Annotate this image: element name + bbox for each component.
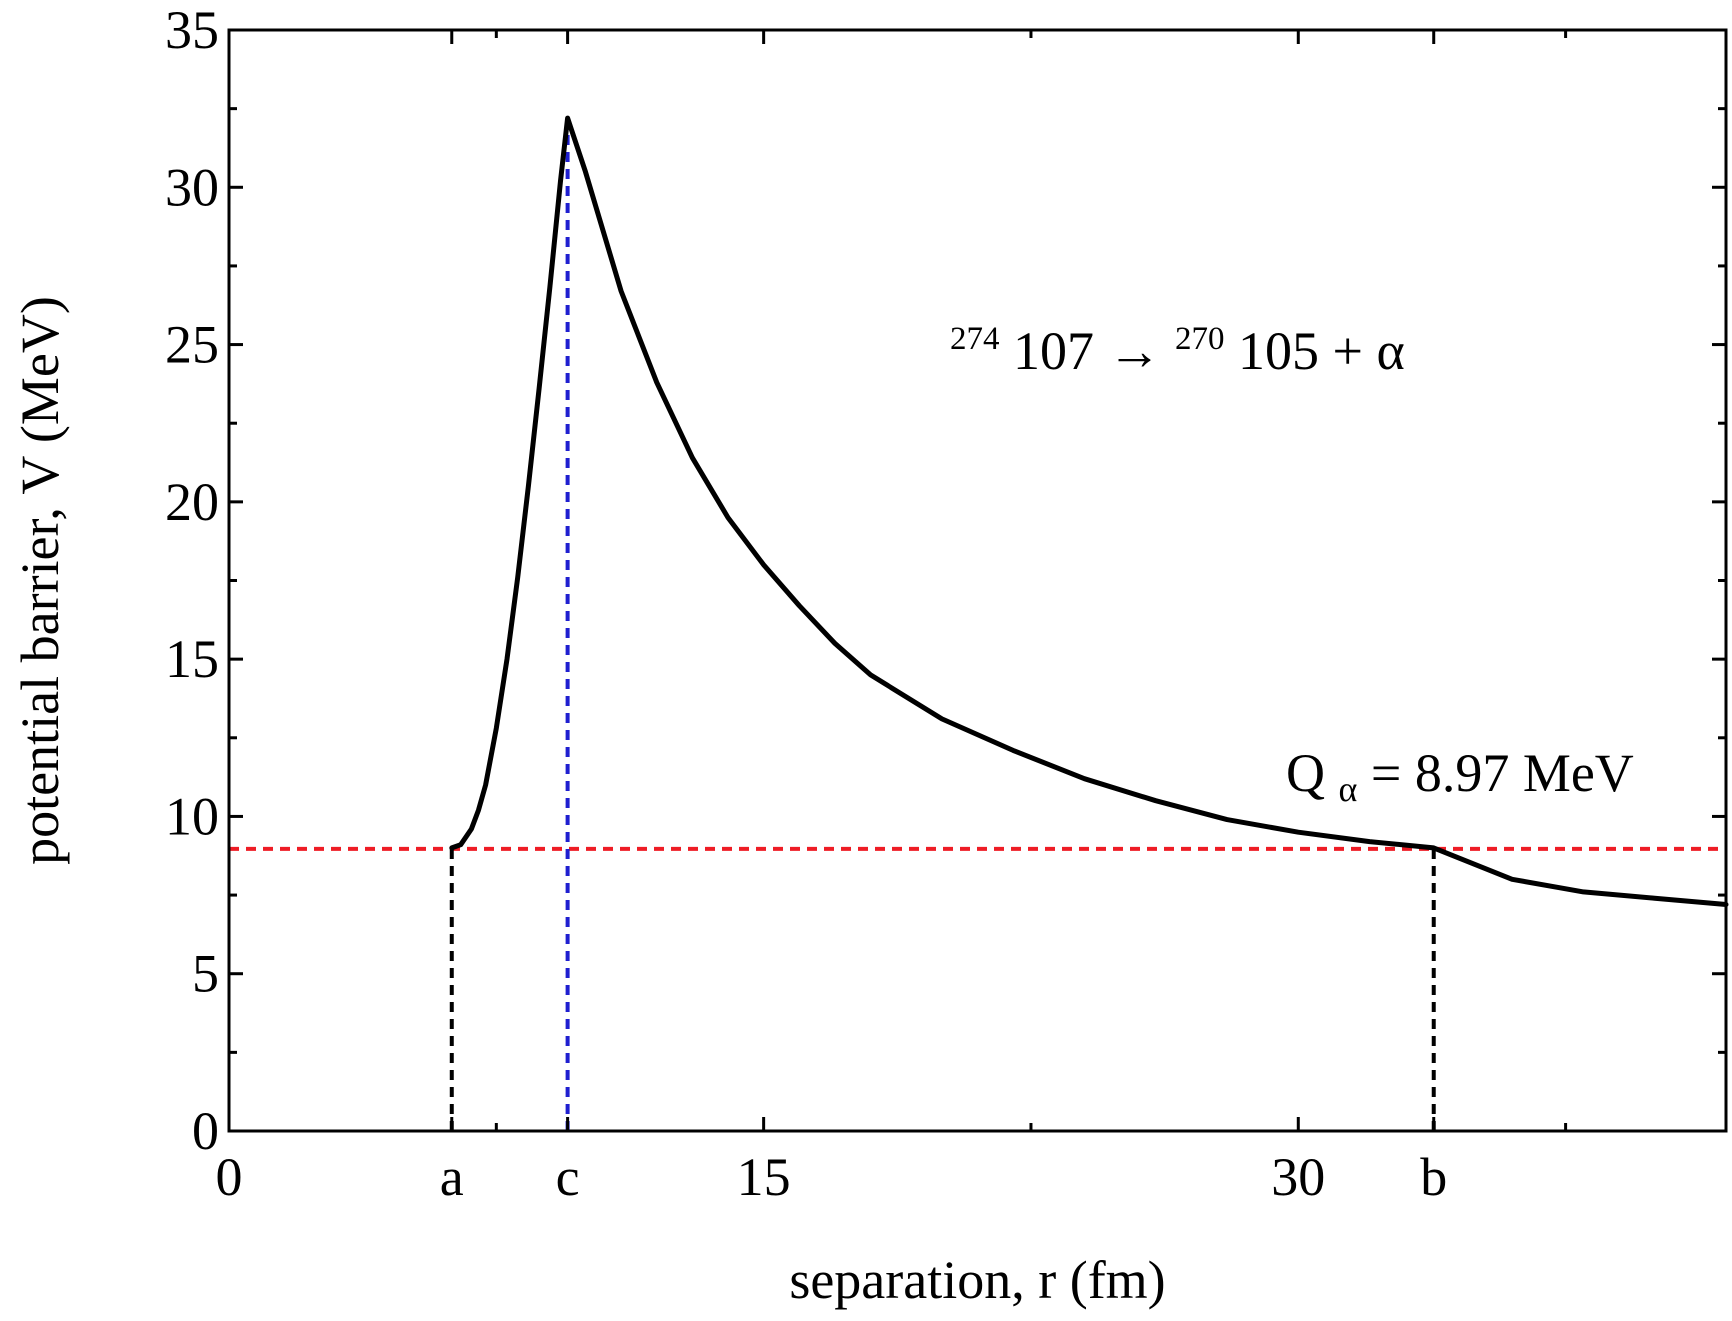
q-symbol: Q xyxy=(1286,743,1325,803)
y-tick-label: 30 xyxy=(165,157,219,217)
q-value-annotation: Q α = 8.97 MeV xyxy=(1286,743,1634,813)
reaction-arrow: → xyxy=(1108,321,1176,381)
q-value-text: = 8.97 MeV xyxy=(1371,743,1634,803)
daughter-mass-number: 270 xyxy=(1175,321,1225,357)
reference-lines xyxy=(229,118,1726,1131)
series-layer xyxy=(449,115,1729,907)
x-tick-label: 15 xyxy=(737,1147,791,1207)
y-tick-label: 15 xyxy=(165,629,219,689)
x-tick-label: 30 xyxy=(1271,1147,1325,1207)
x-axis-ticks: 0 a c 15 30 b xyxy=(216,30,1568,1207)
daughter-atomic-number: 105 xyxy=(1238,321,1319,381)
parent-atomic-number: 107 xyxy=(1013,321,1094,381)
x-tick-label: 0 xyxy=(216,1147,243,1207)
x-tick-label: a xyxy=(440,1147,464,1207)
emitted-particle: + α xyxy=(1333,321,1405,381)
y-tick-label: 35 xyxy=(165,0,219,60)
reaction-annotation: 274 107 → 270 105 + α xyxy=(950,301,1405,381)
y-tick-label: 25 xyxy=(165,315,219,375)
y-tick-label: 20 xyxy=(165,472,219,532)
x-axis-label: separation, r (fm) xyxy=(789,1250,1165,1310)
x-tick-label: b xyxy=(1420,1147,1447,1207)
potential-curve-line-0 xyxy=(449,115,1729,907)
x-tick-label: c xyxy=(556,1147,580,1207)
parent-mass-number: 274 xyxy=(950,321,1000,357)
y-tick-label: 0 xyxy=(192,1101,219,1161)
y-tick-label: 10 xyxy=(165,786,219,846)
y-tick-label: 5 xyxy=(192,944,219,1004)
y-axis-label: potential barrier, V (MeV) xyxy=(10,296,70,865)
y-axis-ticks: 0 5 10 15 20 25 30 35 xyxy=(165,0,1726,1161)
q-subscript: α xyxy=(1339,769,1358,809)
